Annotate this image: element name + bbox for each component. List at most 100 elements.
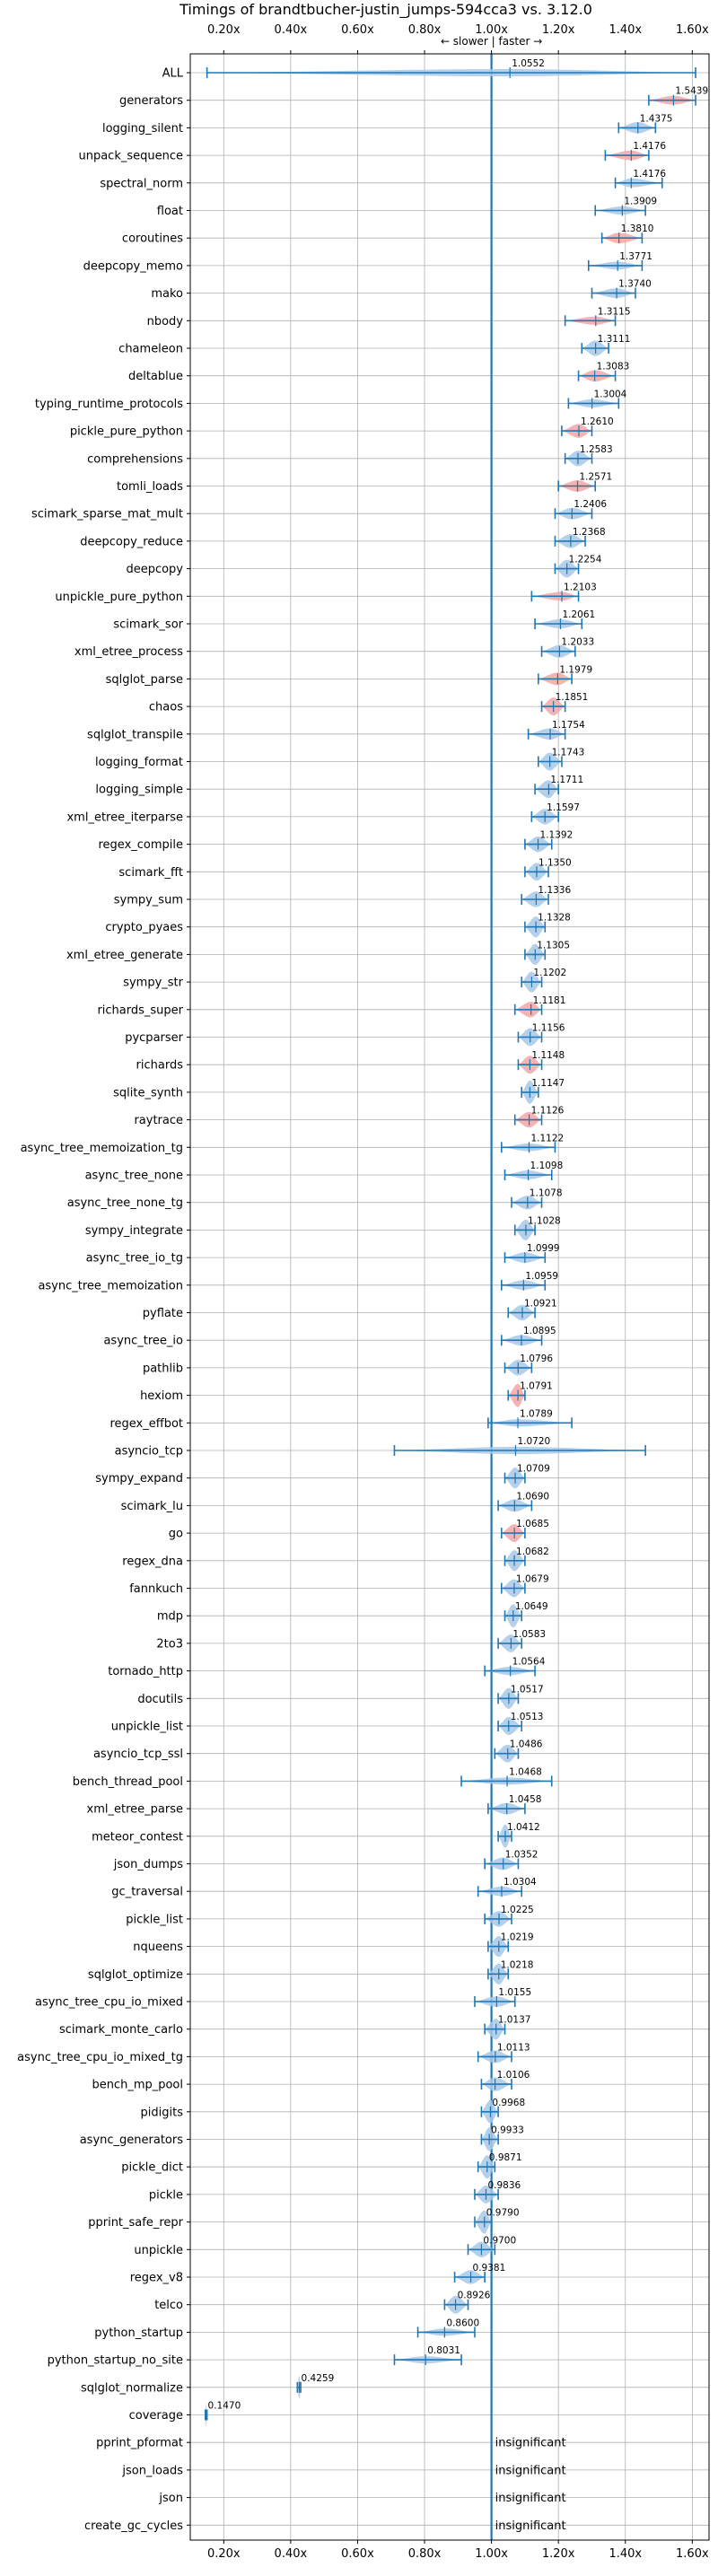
benchmark-label: mdp [157, 1610, 183, 1624]
plot-frame [189, 53, 710, 2541]
benchmark-label: async_tree_none_tg [67, 1196, 183, 1210]
benchmark-label: pprint_pformat [96, 2437, 183, 2450]
value-label: 0.9836 [487, 2180, 521, 2191]
benchmark-label: typing_runtime_protocols [35, 398, 183, 411]
x-tick-label-top: 0.20x [207, 23, 241, 37]
value-label: 1.4375 [640, 113, 673, 124]
value-label: 0.8600 [446, 2318, 479, 2328]
benchmark-label: async_generators [80, 2134, 184, 2147]
value-label: 1.2033 [561, 637, 594, 648]
benchmark-label: coroutines [122, 232, 183, 246]
value-label: 1.1851 [556, 692, 589, 703]
value-label: 1.3810 [621, 223, 654, 234]
value-label: 1.0218 [501, 1959, 534, 1970]
insignificant-label: insignificant [495, 2437, 566, 2450]
value-label: 1.3111 [598, 334, 631, 345]
grid-layer [187, 50, 709, 2544]
benchmark-label: deepcopy_memo [83, 259, 183, 273]
benchmark-label: pickle [149, 2188, 183, 2202]
value-label: 1.0791 [520, 1381, 553, 1392]
benchmark-label: sqlglot_parse [106, 673, 183, 687]
value-label: 0.1470 [208, 2401, 241, 2412]
value-label: 1.0513 [511, 1712, 544, 1722]
value-label: 1.0685 [516, 1519, 549, 1529]
benchmark-label: pickle_list [126, 1913, 183, 1926]
benchmark-label: json_dumps [113, 1858, 183, 1871]
benchmark-label: unpickle_pure_python [55, 591, 183, 604]
value-label: 1.3004 [594, 389, 627, 399]
benchmark-label: pathlib [143, 1362, 183, 1375]
benchmark-label: regex_compile [98, 838, 183, 852]
value-label: 1.1122 [530, 1133, 564, 1143]
benchmark-label: sqlglot_optimize [88, 1968, 183, 1982]
value-label: 1.0999 [527, 1243, 560, 1254]
benchmark-label: spectral_norm [100, 177, 183, 190]
benchmark-label: unpack_sequence [78, 150, 183, 163]
benchmark-label: pickle_dict [121, 2161, 183, 2175]
benchmark-label: async_tree_cpu_io_mixed [35, 1996, 183, 2010]
benchmark-label: scimark_sor [113, 618, 183, 632]
value-label: 1.0225 [501, 1905, 534, 1915]
value-label: 1.1350 [538, 857, 572, 868]
x-tick-label-top: 0.40x [275, 23, 308, 37]
value-label: 1.3771 [619, 251, 652, 262]
benchmark-label: meteor_contest [92, 1830, 183, 1844]
value-label: 1.0583 [512, 1629, 546, 1640]
value-label: 1.0895 [523, 1326, 556, 1336]
direction-annotation: ← slower | faster → [441, 35, 542, 48]
value-label: 1.0679 [516, 1574, 549, 1585]
value-label: 1.1979 [559, 664, 592, 675]
value-label: 1.3083 [597, 362, 630, 372]
value-label: 1.2254 [569, 555, 602, 565]
benchmark-label: json [158, 2492, 183, 2505]
benchmark-label: go [169, 1528, 183, 1541]
benchmark-label: sqlglot_transpile [87, 728, 183, 741]
value-label: 1.2103 [564, 582, 597, 592]
value-label: 0.9871 [489, 2152, 522, 2163]
benchmark-label: scimark_sparse_mat_mult [31, 508, 183, 521]
value-label: 1.1754 [552, 720, 585, 731]
value-label: 1.4176 [633, 169, 666, 180]
x-tick-label-bottom: 1.00x [475, 2547, 508, 2561]
benchmark-label: crypto_pyaes [105, 921, 183, 934]
benchmark-label: unpickle [134, 2244, 183, 2257]
benchmark-label: xml_etree_process [74, 645, 183, 659]
benchmark-label: asyncio_tcp [115, 1445, 183, 1459]
value-label: 1.5439 [675, 86, 708, 97]
benchmark-label: sqlglot_normalize [81, 2381, 183, 2395]
benchmark-label: xml_etree_iterparse [66, 810, 183, 824]
value-label: 1.0649 [515, 1601, 548, 1612]
value-label: 1.1147 [531, 1078, 565, 1089]
labels-layer: 0.20x 0.20x 0.40x 0.40x 0.60x 0.60x 0.80x 0.80x… [17, 23, 709, 2561]
benchmark-label: gc_traversal [111, 1886, 183, 1899]
value-label: 1.0552 [512, 58, 545, 69]
benchmark-label: async_tree_io_tg [86, 1252, 183, 1266]
x-tick-label-top: 0.60x [341, 23, 374, 37]
x-tick-label-bottom: 1.60x [676, 2547, 709, 2561]
benchmark-label: sympy_expand [95, 1472, 183, 1485]
value-label: 1.1156 [532, 1023, 565, 1034]
value-label: 1.1148 [531, 1050, 565, 1061]
value-label: 1.1181 [533, 995, 566, 1006]
value-label: 1.1028 [528, 1215, 561, 1226]
value-label: 1.2571 [579, 472, 612, 483]
benchmark-label: xml_etree_parse [87, 1803, 183, 1817]
value-label: 1.0458 [509, 1794, 542, 1805]
benchmark-label: chaos [149, 701, 183, 714]
benchmark-label: bench_thread_pool [73, 1775, 183, 1789]
value-label: 1.0796 [520, 1354, 553, 1364]
benchmark-label: raytrace [134, 1114, 183, 1127]
value-label: 0.9933 [491, 2125, 524, 2136]
value-label: 1.0921 [524, 1299, 557, 1310]
benchmark-label: regex_effbot [109, 1417, 183, 1431]
benchmark-label: richards_super [97, 1003, 183, 1017]
benchmark-label: scimark_fft [118, 866, 183, 880]
value-label: 1.2583 [580, 444, 613, 455]
benchmark-label: logging_silent [102, 122, 183, 136]
value-label: 1.0304 [503, 1877, 537, 1888]
value-label: 1.0155 [498, 1987, 531, 1998]
benchmark-label: coverage [129, 2409, 183, 2423]
benchmark-label: nqueens [133, 1941, 183, 1954]
x-tick-label-bottom: 0.40x [275, 2547, 308, 2561]
value-label: 1.0412 [507, 1822, 540, 1833]
